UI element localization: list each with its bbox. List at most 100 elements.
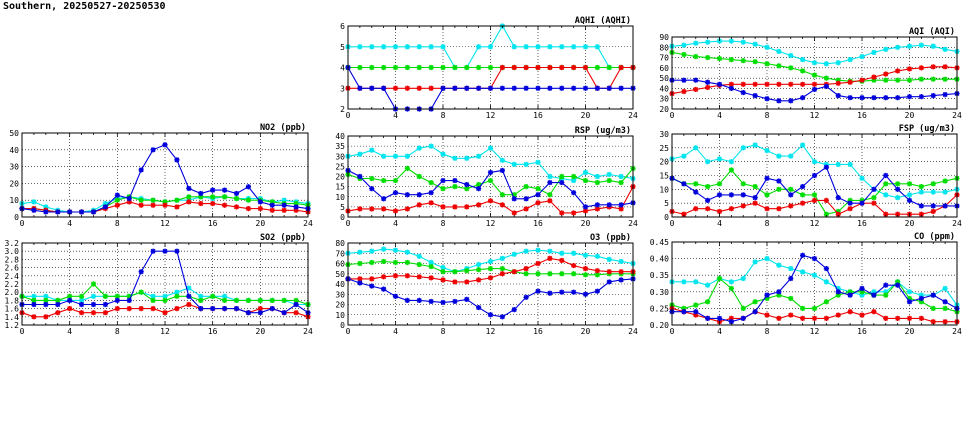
- data-point-green: [392, 259, 399, 266]
- data-point-blue: [150, 147, 156, 153]
- data-point-cyan: [594, 173, 600, 180]
- data-point-green: [811, 305, 818, 311]
- data-point-blue: [357, 280, 363, 286]
- data-point-cyan: [571, 250, 577, 256]
- data-point-blue: [942, 92, 948, 98]
- data-point-red: [547, 64, 553, 71]
- data-point-cyan: [918, 42, 924, 48]
- data-point-cyan: [740, 275, 746, 282]
- y-tick-label: 3: [340, 84, 345, 93]
- data-point-cyan: [487, 258, 494, 265]
- data-point-green: [705, 183, 711, 190]
- data-point-green: [594, 179, 600, 186]
- data-point-red: [847, 206, 853, 212]
- y-tick-label: 5: [340, 203, 345, 212]
- data-point-blue: [487, 169, 494, 176]
- data-point-blue: [392, 190, 399, 196]
- data-point-blue: [800, 252, 806, 258]
- x-tick-label: 8: [765, 327, 770, 336]
- data-point-green: [381, 177, 387, 184]
- data-point-blue: [547, 179, 553, 186]
- data-point-cyan: [811, 272, 818, 278]
- data-point-blue: [186, 293, 192, 299]
- data-point-cyan: [606, 171, 612, 178]
- data-point-red: [186, 301, 192, 308]
- data-point-red: [523, 206, 529, 212]
- data-point-blue: [464, 296, 470, 302]
- data-point-red: [487, 198, 494, 204]
- data-point-green: [452, 64, 458, 71]
- data-point-green: [233, 297, 240, 303]
- data-point-blue: [693, 77, 699, 83]
- data-point-red: [43, 314, 49, 320]
- data-point-blue: [535, 192, 541, 198]
- data-point-cyan: [594, 253, 600, 259]
- data-point-green: [716, 56, 723, 62]
- data-point-cyan: [728, 159, 734, 165]
- data-point-green: [740, 58, 746, 64]
- chart-title: AQI (AQI): [909, 27, 955, 37]
- data-point-cyan: [942, 46, 948, 52]
- x-tick-label: 24: [952, 327, 962, 336]
- data-point-red: [918, 65, 924, 71]
- data-point-cyan: [392, 153, 399, 159]
- data-point-blue: [210, 306, 216, 312]
- chart-title: FSP (ug/m3): [899, 124, 955, 134]
- data-point-blue: [918, 94, 924, 100]
- x-tick-label: 4: [393, 327, 398, 336]
- data-point-blue: [571, 289, 577, 295]
- x-tick-label: 4: [67, 327, 72, 336]
- data-point-blue: [245, 184, 252, 190]
- data-point-green: [416, 173, 422, 180]
- data-point-red: [930, 64, 936, 70]
- data-point-blue: [681, 181, 687, 187]
- data-point-green: [618, 179, 624, 186]
- data-point-blue: [499, 85, 505, 91]
- data-point-cyan: [693, 40, 699, 46]
- data-point-cyan: [776, 48, 782, 54]
- data-point-cyan: [174, 289, 180, 295]
- data-point-green: [752, 183, 758, 190]
- data-point-red: [428, 275, 434, 281]
- data-point-red: [257, 306, 263, 312]
- data-point-cyan: [883, 192, 889, 198]
- y-tick-label: 50: [335, 270, 345, 279]
- data-point-red: [245, 206, 252, 212]
- data-point-cyan: [859, 292, 865, 298]
- data-point-red: [523, 64, 529, 71]
- data-point-red: [906, 315, 913, 321]
- data-point-green: [381, 64, 387, 71]
- data-point-blue: [404, 192, 410, 198]
- data-point-red: [381, 206, 387, 212]
- y-tick-label: 20: [335, 173, 345, 182]
- data-point-green: [381, 258, 387, 265]
- data-point-blue: [594, 202, 600, 208]
- y-tick-label: 20: [9, 179, 19, 188]
- data-point-cyan: [823, 161, 829, 168]
- data-point-red: [67, 306, 73, 312]
- data-point-green: [357, 260, 363, 267]
- data-point-blue: [404, 297, 410, 303]
- data-point-blue: [281, 310, 287, 316]
- data-point-cyan: [764, 256, 770, 262]
- data-point-red: [357, 206, 363, 212]
- data-point-blue: [476, 186, 482, 192]
- data-point-red: [114, 306, 120, 312]
- data-point-green: [150, 197, 156, 203]
- chart-panel: CO (ppm) 0 4 8 12 16 20 24 0.20 0.25 0.30 0.35 0.40 0…: [650, 232, 962, 336]
- data-point-red: [728, 81, 734, 87]
- data-point-cyan: [452, 155, 458, 161]
- data-point-cyan: [535, 247, 541, 253]
- data-point-cyan: [618, 173, 624, 180]
- data-point-blue: [716, 192, 723, 198]
- data-point-red: [764, 81, 770, 87]
- data-point-green: [428, 263, 434, 270]
- y-tick-label: 10: [9, 196, 19, 205]
- data-point-red: [511, 210, 517, 216]
- data-point-green: [895, 77, 901, 83]
- x-tick-label: 20: [581, 327, 591, 336]
- data-point-red: [511, 269, 517, 275]
- x-tick-label: 12: [810, 111, 820, 120]
- data-point-red: [847, 309, 853, 315]
